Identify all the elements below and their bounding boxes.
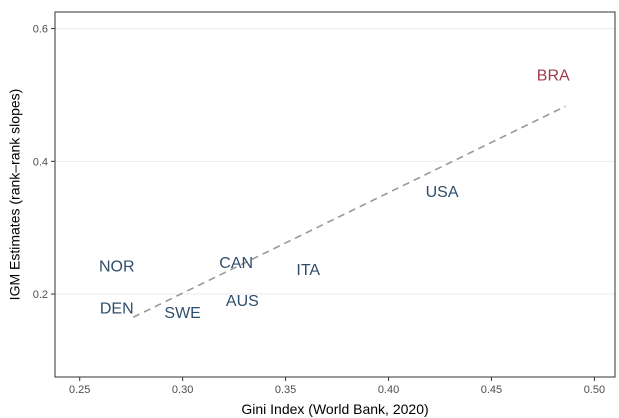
point-label-usa: USA xyxy=(426,184,459,201)
y-axis-title: IGM Estimates (rank–rank slopes) xyxy=(7,89,23,301)
point-label-nor: NOR xyxy=(99,259,135,276)
y-axis-ticks: 0.2 0.4 0.6 xyxy=(33,24,55,301)
plot-frame xyxy=(54,11,616,378)
point-label-den: DEN xyxy=(100,300,134,317)
x-axis-title: Gini Index (World Bank, 2020) xyxy=(241,401,428,417)
point-label-aus: AUS xyxy=(226,293,259,310)
x-tick-label: 0.35 xyxy=(275,384,296,396)
point-label-bra: BRA xyxy=(537,67,570,84)
point-label-ita: ITA xyxy=(296,262,320,279)
y-tick-label: 0.2 xyxy=(33,289,48,301)
y-tick-label: 0.6 xyxy=(33,24,48,36)
fit-line-group xyxy=(132,105,566,318)
gridlines xyxy=(55,28,615,295)
x-tick-label: 0.30 xyxy=(172,384,193,396)
point-label-can: CAN xyxy=(219,255,253,272)
x-tick-label: 0.45 xyxy=(481,384,502,396)
x-tick-label: 0.25 xyxy=(69,384,90,396)
point-label-swe: SWE xyxy=(164,305,200,322)
point-labels: NOR DEN SWE CAN AUS ITA USA BRA xyxy=(99,67,570,322)
y-tick-label: 0.4 xyxy=(33,156,48,168)
x-tick-label: 0.40 xyxy=(378,384,399,396)
x-axis-ticks: 0.25 0.30 0.35 0.40 0.45 0.50 xyxy=(69,377,605,396)
fit-line xyxy=(132,105,566,318)
x-tick-label: 0.50 xyxy=(584,384,605,396)
